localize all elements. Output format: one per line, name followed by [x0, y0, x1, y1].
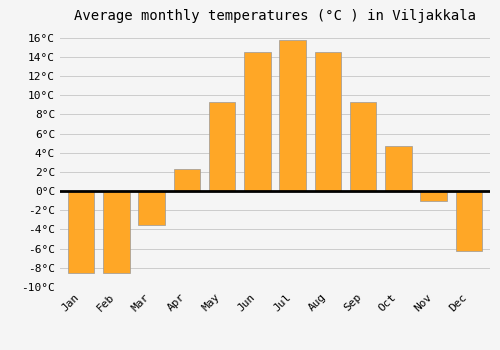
Bar	[385, 146, 411, 191]
Bar	[138, 191, 165, 225]
Bar	[280, 40, 306, 191]
Bar	[209, 102, 236, 191]
Bar	[350, 102, 376, 191]
Bar	[456, 191, 482, 251]
Bar	[174, 169, 200, 191]
Title: Average monthly temperatures (°C ) in Viljakkala: Average monthly temperatures (°C ) in Vi…	[74, 9, 476, 23]
Bar	[103, 191, 130, 273]
Bar	[314, 52, 341, 191]
Bar	[420, 191, 447, 201]
Bar	[244, 52, 270, 191]
Bar	[68, 191, 94, 273]
